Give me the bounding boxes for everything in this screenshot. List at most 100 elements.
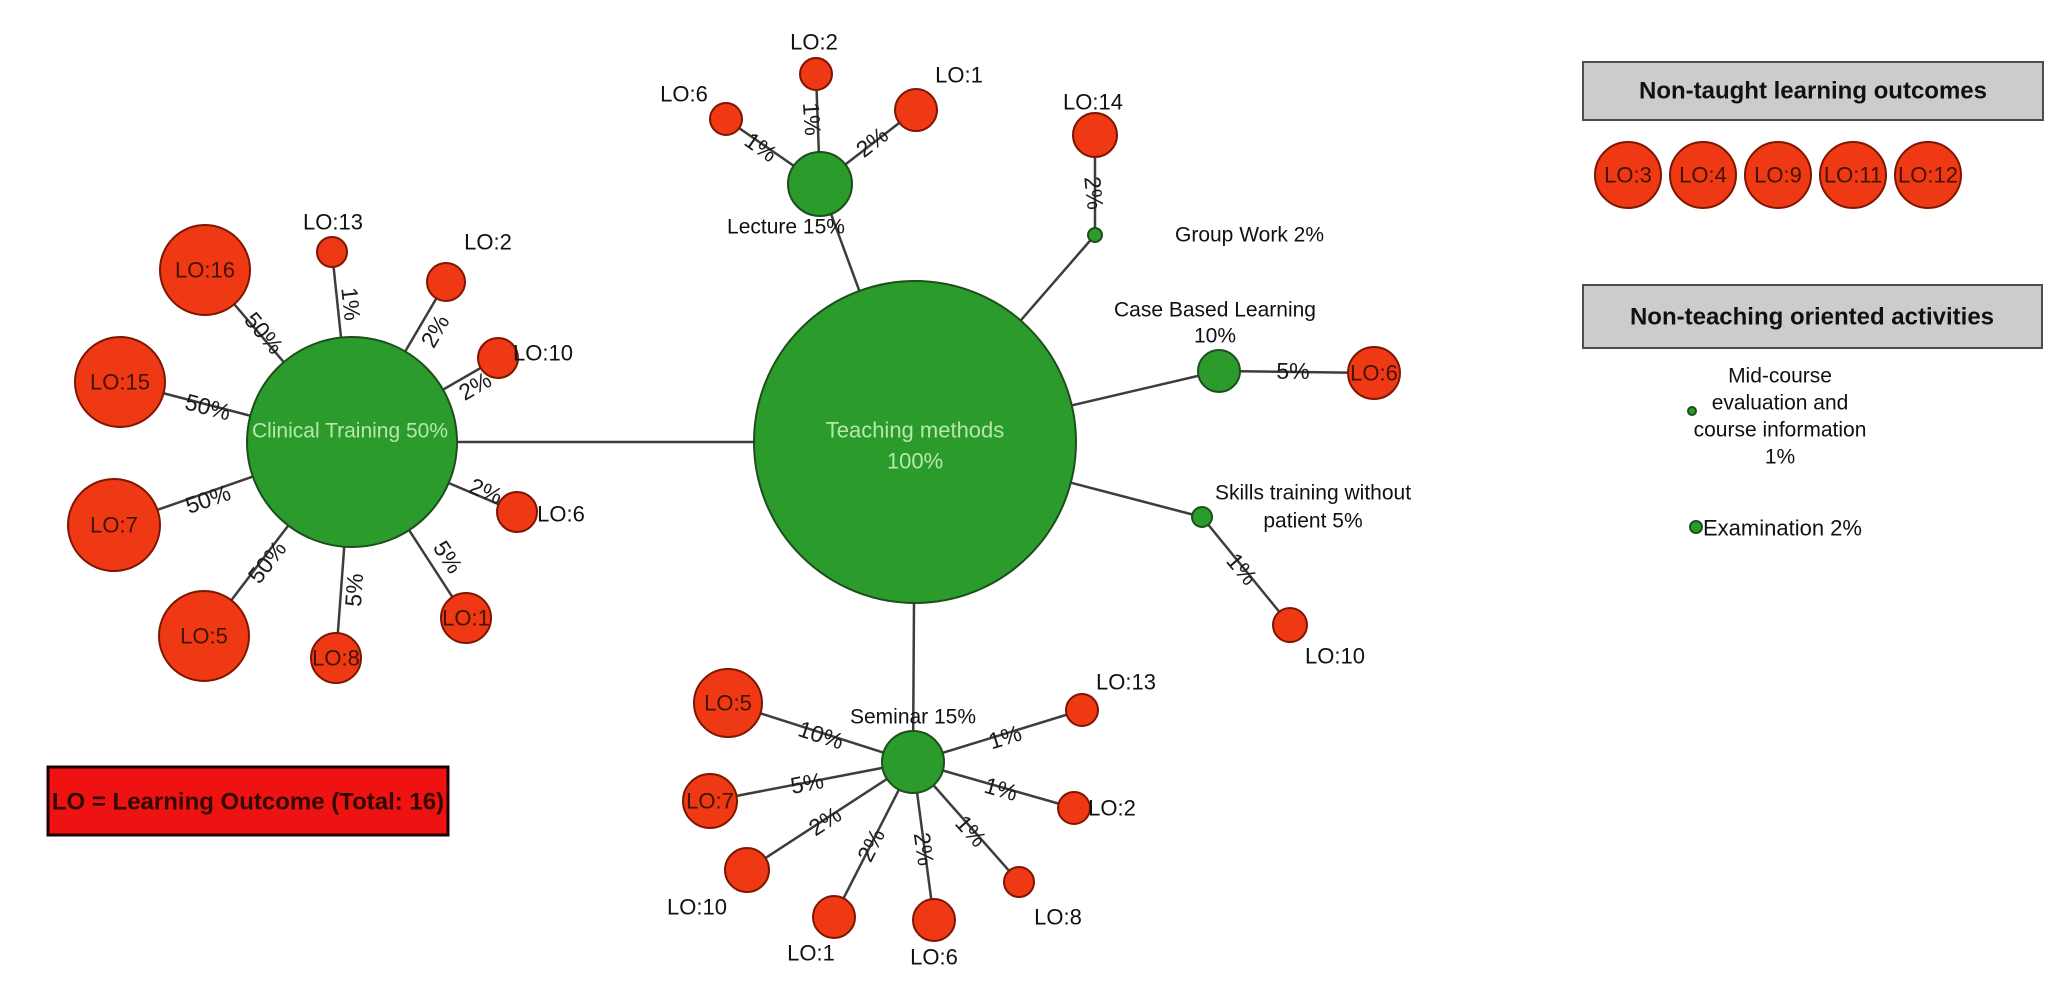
case-based-label-line1: Case Based Learning bbox=[1114, 299, 1316, 322]
lecture-lo6-label: LO:6 bbox=[660, 82, 708, 107]
seminar-lo10-pct: 2% bbox=[804, 801, 846, 841]
node-nontaught-lo3 bbox=[1594, 141, 1662, 209]
lecture-label: Lecture 15% bbox=[727, 216, 845, 239]
node-clinical-lo6 bbox=[496, 491, 538, 533]
node-clinical-lo16 bbox=[159, 224, 251, 316]
nontaught-lo3-label: LO:3 bbox=[1604, 163, 1652, 188]
midcourse-label-line4: 1% bbox=[1765, 446, 1795, 469]
non-taught-header-box bbox=[1582, 61, 2044, 121]
node-clinical-lo10 bbox=[477, 337, 519, 379]
casebased-lo6-pct: 5% bbox=[1276, 358, 1309, 384]
seminar-lo5-label: LO:5 bbox=[704, 691, 752, 716]
seminar-lo6-label: LO:6 bbox=[910, 945, 958, 970]
node-lecture bbox=[787, 151, 853, 217]
node-seminar-lo10 bbox=[724, 847, 770, 893]
seminar-lo1-label: LO:1 bbox=[787, 941, 835, 966]
node-group-work bbox=[1087, 227, 1103, 243]
nodes bbox=[67, 57, 1962, 942]
clinical-lo7-label: LO:7 bbox=[90, 513, 138, 538]
node-seminar-lo2 bbox=[1057, 791, 1091, 825]
clinical-lo2-label: LO:2 bbox=[464, 230, 512, 255]
node-seminar bbox=[881, 730, 945, 794]
node-clinical-lo8 bbox=[310, 632, 362, 684]
seminar-lo2-pct: 1% bbox=[981, 772, 1020, 806]
clinical-lo13-label: LO:13 bbox=[303, 210, 363, 235]
node-lecture-lo1 bbox=[894, 88, 938, 132]
seminar-lo10-label: LO:10 bbox=[667, 895, 727, 920]
seminar-lo8-label: LO:8 bbox=[1034, 905, 1082, 930]
teaching-methods-label-line1: Teaching methods bbox=[826, 418, 1005, 443]
clinical-lo16-label: LO:16 bbox=[175, 258, 235, 283]
node-teaching-methods bbox=[753, 280, 1077, 604]
clinical-lo13-pct: 1% bbox=[336, 286, 365, 322]
groupwork-lo14-label: LO:14 bbox=[1063, 90, 1123, 115]
clinical-training-label: Clinical Training 50% bbox=[252, 420, 448, 443]
node-seminar-lo6 bbox=[912, 898, 956, 942]
node-clinical-lo15 bbox=[74, 336, 166, 428]
lecture-lo2-pct: 1% bbox=[798, 102, 826, 137]
clinical-lo1-pct: 5% bbox=[428, 536, 468, 578]
nontaught-lo9-label: LO:9 bbox=[1754, 163, 1802, 188]
edge-seminar-lo10 bbox=[746, 760, 914, 872]
clinical-lo5-pct: 50% bbox=[243, 536, 292, 588]
node-seminar-lo1 bbox=[812, 895, 856, 939]
seminar-lo13-pct: 1% bbox=[985, 720, 1024, 755]
skills-label-line2: patient 5% bbox=[1263, 510, 1362, 533]
clinical-lo2-pct: 2% bbox=[415, 310, 454, 352]
skills-label-line1: Skills training without bbox=[1215, 482, 1411, 505]
node-clinical-lo7 bbox=[67, 478, 161, 572]
node-lecture-lo2 bbox=[799, 57, 833, 91]
node-nontaught-lo4 bbox=[1669, 141, 1737, 209]
seminar-lo7-label: LO:7 bbox=[686, 789, 734, 814]
non-teaching-header-title: Non-teaching oriented activities bbox=[1630, 304, 1994, 331]
node-nontaught-lo11 bbox=[1819, 141, 1887, 209]
node-lecture-lo6 bbox=[709, 102, 743, 136]
node-examination-dot bbox=[1689, 520, 1703, 534]
teaching-methods-label-line2: 100% bbox=[887, 449, 943, 474]
clinical-lo5-label: LO:5 bbox=[180, 624, 228, 649]
node-clinical-lo13 bbox=[316, 236, 348, 268]
seminar-lo7-pct: 5% bbox=[788, 767, 826, 799]
non-taught-header-title: Non-taught learning outcomes bbox=[1639, 78, 1987, 105]
seminar-lo13-label: LO:13 bbox=[1096, 670, 1156, 695]
node-nontaught-lo12 bbox=[1894, 141, 1962, 209]
seminar-lo2-label: LO:2 bbox=[1088, 796, 1136, 821]
node-midcourse-dot bbox=[1687, 406, 1697, 416]
clinical-lo15-label: LO:15 bbox=[90, 370, 150, 395]
group-work-label: Group Work 2% bbox=[1175, 224, 1324, 247]
clinical-lo6-label: LO:6 bbox=[537, 502, 585, 527]
clinical-lo8-label: LO:8 bbox=[312, 646, 360, 671]
groupwork-lo14-pct: 2% bbox=[1079, 175, 1108, 211]
clinical-lo1-label: LO:1 bbox=[442, 606, 490, 631]
clinical-lo7-pct: 50% bbox=[182, 479, 234, 519]
lecture-lo2-label: LO:2 bbox=[790, 30, 838, 55]
node-case-based-learning bbox=[1197, 349, 1241, 393]
lecture-lo1-label: LO:1 bbox=[935, 63, 983, 88]
case-based-label-line2: 10% bbox=[1194, 325, 1236, 348]
clinical-lo10-label: LO:10 bbox=[513, 341, 573, 366]
node-groupwork-lo14 bbox=[1072, 112, 1118, 158]
node-skills-lo10 bbox=[1272, 607, 1308, 643]
node-clinical-training bbox=[246, 336, 458, 548]
clinical-lo16-pct: 50% bbox=[239, 307, 289, 359]
node-nontaught-lo9 bbox=[1744, 141, 1812, 209]
node-seminar-lo8 bbox=[1003, 866, 1035, 898]
legend-box bbox=[46, 765, 450, 837]
node-clinical-lo5 bbox=[158, 590, 250, 682]
nontaught-lo4-label: LO:4 bbox=[1679, 163, 1727, 188]
node-casebased-lo6 bbox=[1347, 346, 1401, 400]
midcourse-label-line3: course information bbox=[1694, 419, 1867, 442]
nontaught-lo11-label: LO:11 bbox=[1824, 163, 1882, 188]
clinical-lo15-pct: 50% bbox=[182, 388, 233, 425]
midcourse-label-line1: Mid-course bbox=[1728, 365, 1832, 388]
node-seminar-lo5 bbox=[693, 668, 763, 738]
node-seminar-lo7 bbox=[682, 773, 738, 829]
nontaught-lo12-label: LO:12 bbox=[1898, 163, 1958, 188]
edge-skills-lo10 bbox=[1201, 516, 1291, 626]
node-clinical-lo1 bbox=[440, 592, 492, 644]
seminar-lo6-pct: 2% bbox=[909, 831, 939, 868]
examination-label: Examination 2% bbox=[1703, 516, 1862, 541]
seminar-lo1-pct: 2% bbox=[852, 824, 890, 865]
